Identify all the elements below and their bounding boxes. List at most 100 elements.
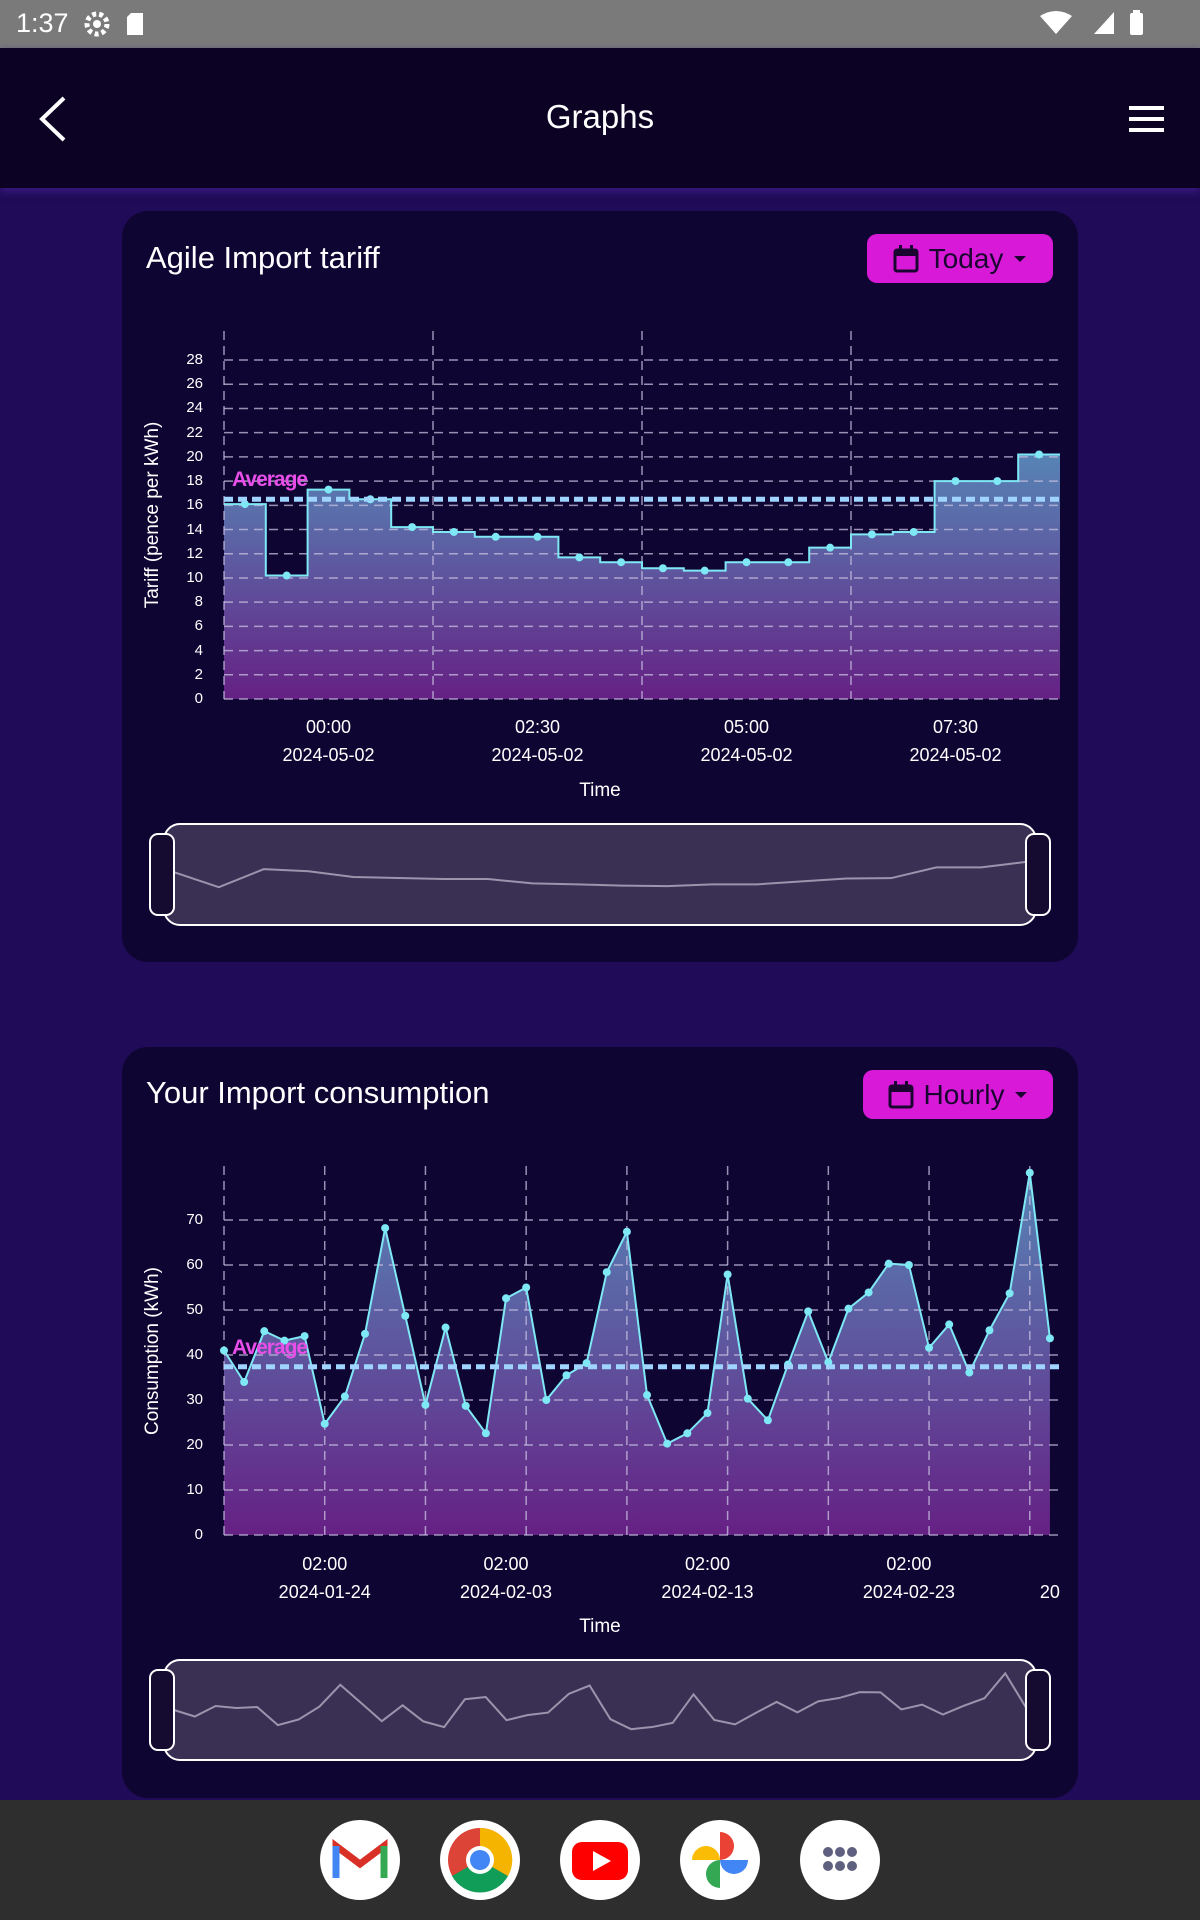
point	[602, 1268, 611, 1277]
range-button[interactable]: Today	[867, 234, 1053, 283]
status-icons	[84, 10, 1143, 37]
point	[324, 485, 333, 494]
card-title: Your Import consumption	[146, 1075, 490, 1110]
x-tick-label: 07:30 2024-05-02	[909, 717, 1002, 765]
photos-icon[interactable]	[680, 1820, 760, 1900]
navigator-handle[interactable]	[149, 1669, 175, 1751]
y-tick-label: 16	[186, 496, 203, 514]
point	[240, 500, 249, 509]
point	[282, 571, 291, 580]
point	[884, 1259, 893, 1268]
point	[1045, 1334, 1054, 1343]
y-tick-label: 8	[194, 593, 203, 611]
line	[224, 453, 1060, 577]
x-tick-label: 02:00 2024-01-24	[278, 1554, 371, 1602]
y-tick-label: 70	[186, 1211, 203, 1228]
x-tick-label: 02:00 2024-02-23	[862, 1554, 955, 1602]
point	[743, 1394, 752, 1403]
navigator-handle[interactable]	[1025, 833, 1051, 916]
point	[844, 1304, 853, 1313]
point	[1005, 1289, 1014, 1298]
x-tick-label: 02:00 2024-02-13	[661, 1554, 754, 1602]
point	[864, 1288, 873, 1297]
y-tick-label: 20	[186, 447, 203, 465]
calendar-icon	[888, 1080, 914, 1108]
point	[723, 1270, 732, 1279]
point	[441, 1323, 450, 1332]
point	[763, 1416, 772, 1425]
y-tick-label: 20	[186, 1436, 203, 1453]
point	[622, 1227, 631, 1236]
status-bar: 1:37	[0, 0, 1200, 48]
back-button[interactable]	[39, 96, 66, 142]
navigator-line	[173, 1671, 1027, 1731]
y-tick-label: 26	[186, 375, 203, 393]
point	[240, 1378, 249, 1386]
range-button-label: Today	[928, 242, 1004, 274]
point	[381, 1224, 390, 1233]
point	[1035, 450, 1044, 459]
point	[985, 1326, 994, 1335]
point	[965, 1368, 974, 1377]
point	[826, 543, 835, 552]
y-tick-label: 2	[194, 665, 203, 683]
point	[867, 530, 876, 539]
x-tick-label: 02:00 2024-02-03	[459, 1554, 553, 1602]
point	[993, 477, 1002, 486]
y-tick-label: 6	[194, 617, 203, 635]
point	[461, 1401, 470, 1410]
point	[401, 1311, 410, 1320]
point	[502, 1294, 511, 1303]
point	[481, 1429, 490, 1438]
point	[700, 566, 709, 575]
y-tick-label: 0	[194, 1526, 203, 1543]
point	[925, 1343, 934, 1352]
chrome-icon[interactable]	[440, 1820, 520, 1900]
point	[945, 1320, 954, 1329]
point	[421, 1400, 430, 1409]
y-tick-label: 14	[186, 520, 203, 538]
dock	[0, 1800, 1200, 1920]
caret	[1015, 1091, 1028, 1098]
app-bar: Graphs	[0, 48, 1200, 188]
caret	[1014, 255, 1027, 262]
apps-icon[interactable]	[800, 1820, 880, 1900]
y-tick-label: 28	[186, 351, 203, 369]
y-tick-label: 10	[186, 568, 203, 586]
y-tick-label: 0	[194, 690, 203, 707]
app-bar-icons	[39, 96, 1164, 142]
y-tick-label: 22	[186, 423, 203, 441]
point	[909, 527, 918, 536]
y-axis-label: Consumption (kWh)	[142, 1266, 163, 1435]
range-button[interactable]: Hourly	[863, 1070, 1053, 1119]
navigator-handle[interactable]	[149, 833, 175, 916]
youtube-icon[interactable]	[560, 1820, 640, 1900]
point	[617, 558, 626, 567]
navigator-handle[interactable]	[1025, 1669, 1051, 1751]
point	[542, 1396, 551, 1404]
point	[220, 1346, 228, 1355]
x-axis-label: Time	[579, 780, 621, 801]
average-label: Average	[232, 1335, 308, 1359]
point	[951, 477, 960, 486]
point	[562, 1371, 571, 1380]
y-tick-label: 4	[194, 641, 203, 659]
menu-button[interactable]	[1129, 106, 1164, 132]
x-tick-label: 00:00 2024-05-02	[282, 717, 375, 765]
x-tick-label: 05:00 2024-05-02	[700, 717, 793, 765]
point	[575, 553, 584, 562]
x-tick-label: 20	[1039, 1582, 1060, 1602]
point	[703, 1409, 712, 1418]
x-tick-label: 02:30 2024-05-02	[491, 717, 584, 765]
point	[408, 523, 417, 532]
gmail-icon[interactable]	[320, 1820, 400, 1900]
point	[804, 1307, 813, 1316]
y-tick-label: 30	[186, 1391, 203, 1408]
point	[784, 558, 793, 567]
point	[742, 558, 751, 567]
y-tick-label: 60	[186, 1256, 203, 1273]
y-tick-label: 10	[186, 1481, 203, 1498]
status-time: 1:37	[16, 8, 69, 38]
